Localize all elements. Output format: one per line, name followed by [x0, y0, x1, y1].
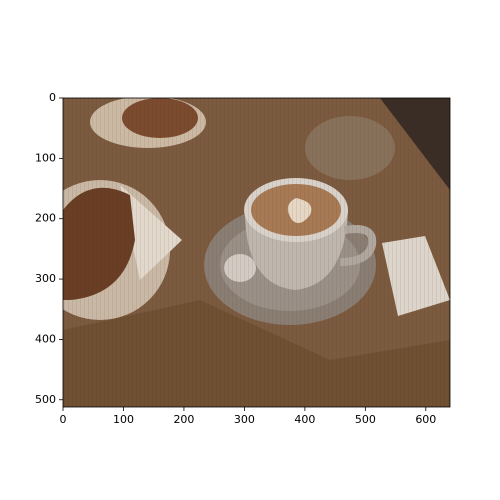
y-tick-label: 300	[35, 272, 56, 285]
x-tick-label: 200	[173, 413, 194, 426]
y-tick-label: 100	[35, 151, 56, 164]
y-tick-label: 500	[35, 393, 56, 406]
y-tick-label: 200	[35, 212, 56, 225]
axes-frame	[62, 97, 451, 408]
x-tick-label: 500	[355, 413, 376, 426]
photo	[63, 98, 450, 407]
x-tick-label: 300	[234, 413, 255, 426]
y-tick-label: 400	[35, 332, 56, 345]
y-tick-label: 0	[49, 91, 56, 104]
x-tick-label: 0	[60, 413, 67, 426]
x-tick-label: 100	[113, 413, 134, 426]
grain	[63, 98, 450, 407]
x-tick-label: 600	[415, 413, 436, 426]
x-tick-label: 400	[294, 413, 315, 426]
